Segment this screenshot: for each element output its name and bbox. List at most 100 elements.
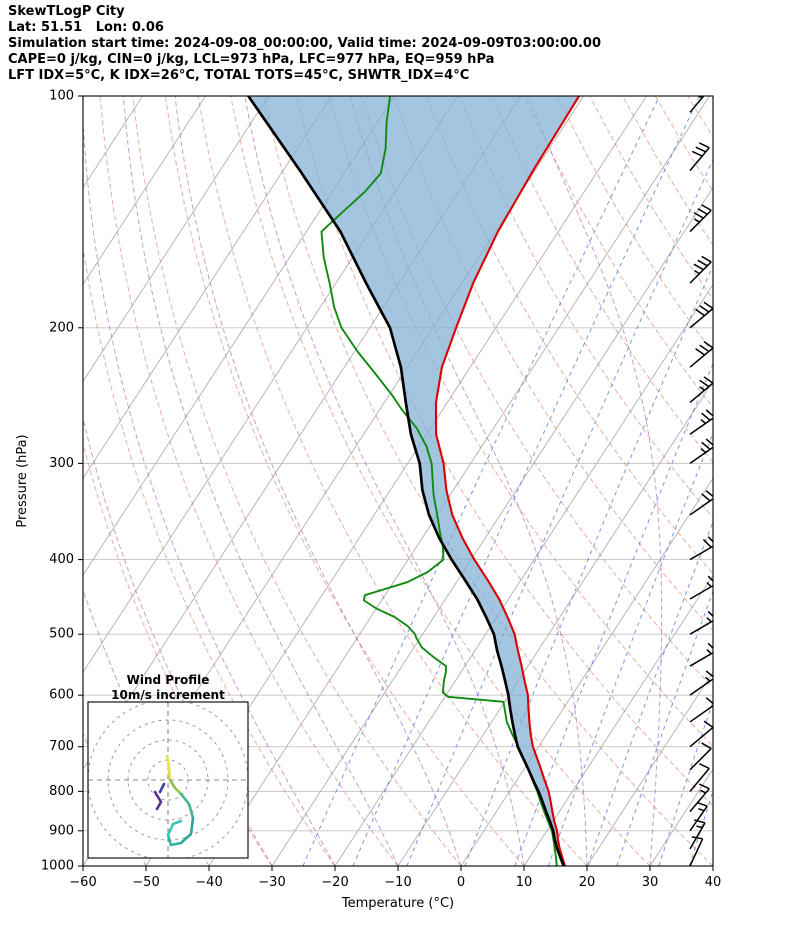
- wind-barb: [689, 819, 706, 850]
- dry-adiabat-line: [328, 96, 713, 748]
- hodograph-border: [87, 701, 249, 859]
- y-axis-label: Pressure (hPa): [15, 434, 30, 527]
- wind-barb: [689, 610, 713, 635]
- wind-barb: [689, 801, 708, 832]
- moist-adiabat-line: [122, 96, 399, 866]
- y-tick-label: 400: [49, 552, 74, 567]
- isotherm-line: [649, 768, 713, 866]
- parcel-curve: [246, 96, 566, 866]
- x-tick-label: 20: [579, 875, 596, 890]
- hodograph-trace-segment: [179, 792, 195, 820]
- isotherm-line: [83, 96, 269, 383]
- x-tick-label: −40: [195, 875, 222, 890]
- hodograph-trace-segment: [166, 819, 183, 837]
- hodograph-trace-segment: [158, 782, 166, 794]
- moist-adiabat-line: [349, 96, 588, 866]
- hodograph-subtitle: 10m/s increment: [111, 688, 225, 702]
- dry-adiabat-line: [197, 96, 588, 866]
- wind-barbs: [689, 96, 713, 866]
- dry-adiabat-line: [164, 96, 525, 866]
- x-tick-label: 30: [642, 875, 659, 890]
- y-tick-label: 700: [49, 739, 74, 754]
- shaded-area: [248, 96, 580, 866]
- hodograph-trace-segment: [168, 778, 183, 796]
- header-location: Lat: 51.51 Lon: 0.06: [8, 20, 164, 35]
- wind-barb: [689, 697, 713, 723]
- mixing-ratio-line: [406, 158, 713, 866]
- hodograph-title: Wind Profile: [127, 673, 210, 687]
- isotherm-line: [83, 96, 395, 577]
- wind-barb: [689, 409, 713, 435]
- moist-adiabat-line: [244, 96, 525, 866]
- x-tick-label: −30: [258, 875, 285, 890]
- header: SkewTLogP City Lat: 51.51 Lon: 0.06 Simu…: [8, 4, 601, 84]
- wind-barb: [689, 742, 712, 771]
- dry-adiabat-line: [360, 96, 713, 689]
- wind-barb: [689, 536, 713, 561]
- y-tick-label: 300: [49, 456, 74, 471]
- y-tick-label: 100: [49, 89, 74, 104]
- mixing-ratio-line: [464, 264, 713, 866]
- mixing-ratio-line: [352, 96, 700, 866]
- wind-barb: [689, 720, 713, 748]
- isotherm-line: [271, 186, 713, 866]
- wind-barb: [689, 642, 713, 667]
- x-axis-label: Temperature (°C): [341, 896, 454, 911]
- dry-adiabat-line: [132, 96, 462, 866]
- isotherm-line: [523, 574, 713, 866]
- wind-barb: [689, 490, 713, 516]
- hodograph-trace-segment: [165, 754, 172, 782]
- mixing-ratio-line: [302, 96, 660, 866]
- x-tick-label: 0: [457, 875, 465, 890]
- wind-barb: [689, 575, 713, 600]
- dry-adiabat-line: [524, 96, 713, 409]
- header-indices-2: LFT IDX=5°C, K IDX=26°C, TOTAL TOTS=45°C…: [8, 68, 470, 83]
- x-tick-label: −20: [321, 875, 348, 890]
- y-tick-label: 200: [49, 320, 74, 335]
- dry-adiabat-line: [83, 243, 336, 866]
- mixing-ratio-line: [658, 700, 713, 866]
- isotherm-line: [712, 865, 713, 866]
- wind-barb: [689, 376, 713, 403]
- moist-adiabat-line: [83, 415, 273, 866]
- isotherm-line: [586, 671, 713, 866]
- wind-barb: [689, 255, 712, 284]
- wind-barb: [689, 340, 713, 368]
- wind-barb: [689, 301, 713, 329]
- x-tick-label: 40: [705, 875, 722, 890]
- dry-adiabat-line: [654, 96, 713, 192]
- isotherm-line: [334, 283, 713, 866]
- dry-adiabat-line: [99, 96, 399, 866]
- x-tick-label: 10: [516, 875, 533, 890]
- header-times: Simulation start time: 2024-09-08_00:00:…: [8, 36, 601, 51]
- wind-barb: [689, 836, 704, 866]
- mixing-ratio-line: [587, 520, 713, 866]
- isotherm-line: [83, 96, 332, 480]
- dry-adiabat-line: [393, 96, 713, 632]
- dry-adiabat-line: [262, 96, 713, 866]
- wind-barb: [689, 142, 710, 172]
- x-tick-label: −50: [132, 875, 159, 890]
- isotherm-line: [460, 477, 713, 866]
- x-tick-label: −10: [384, 875, 411, 890]
- dry-adiabat-line: [491, 96, 713, 464]
- hodograph-trace-segment: [166, 833, 183, 847]
- mixing-ratio-line: [547, 432, 713, 866]
- isotherm-line: [83, 96, 206, 286]
- hodograph-trace-segment: [153, 790, 163, 811]
- header-indices-1: CAPE=0 j/kg, CIN=0 j/kg, LCL=973 hPa, LF…: [8, 52, 495, 67]
- moist-adiabat-line: [527, 96, 663, 866]
- wind-barb: [689, 783, 710, 813]
- x-tick-label: −60: [69, 875, 96, 890]
- y-tick-label: 600: [49, 688, 74, 703]
- moist-adiabat-line: [174, 96, 462, 866]
- profile-curves: [246, 96, 581, 866]
- page-title: SkewTLogP City: [8, 4, 125, 19]
- temperature-curve: [434, 96, 581, 866]
- y-tick-label: 800: [49, 784, 74, 799]
- mixing-ratio-line: [616, 589, 713, 866]
